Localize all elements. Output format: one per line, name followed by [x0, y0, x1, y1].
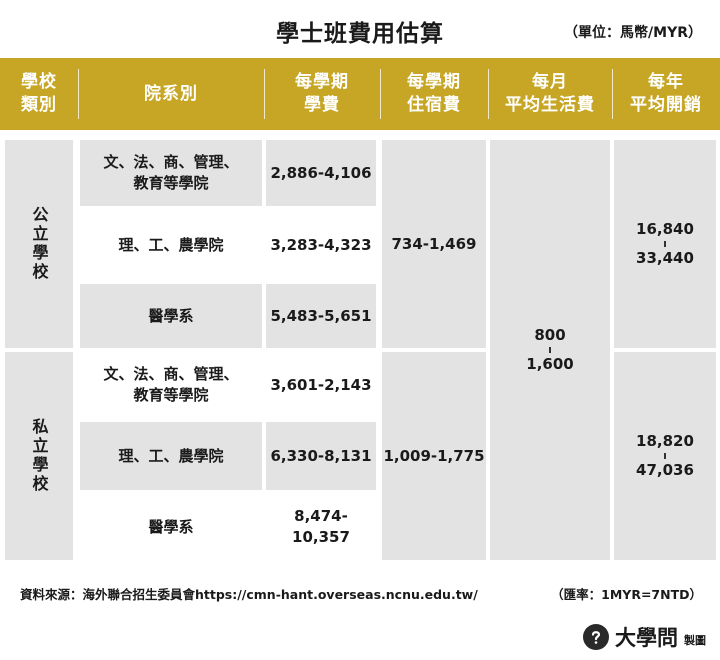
living-min: 800 [534, 326, 566, 344]
private-annual: 18,820 47,036 [614, 352, 716, 560]
brand-name: 大學問 [615, 626, 678, 650]
public-tuition-2: 3,283-4,323 [266, 210, 376, 280]
exchange-rate-note: （匯率：1MYR=7NTD） [551, 587, 702, 602]
public-dept-2: 理、工、農學院 [80, 210, 262, 280]
header-department: 院系別 [144, 83, 198, 104]
public-tuition-3: 5,483-5,651 [266, 284, 376, 348]
brand-suffix: 製圖 [684, 634, 706, 647]
public-school-label: 公立學校 [5, 140, 73, 348]
source-note: 資料來源：海外聯合招生委員會https://cmn-hant.overseas.… [20, 587, 478, 602]
header-living: 每月 平均生活費 [505, 72, 595, 115]
range-separator [549, 347, 551, 353]
private-dept-2: 理、工、農學院 [80, 422, 262, 490]
private-tuition-2: 6,330-8,131 [266, 422, 376, 490]
public-dept-3: 醫學系 [80, 284, 262, 348]
table-header: 學校 類別 院系別 每學期 學費 每學期 住宿費 每月 平均生活費 每年 平均開… [0, 58, 720, 130]
private-dept-3: 醫學系 [80, 494, 262, 560]
range-separator [664, 453, 666, 459]
public-annual-max: 33,440 [636, 249, 694, 267]
public-annual: 16,840 33,440 [614, 140, 716, 348]
brand-logo: 大學問 製圖 [583, 622, 706, 652]
living-max: 1,600 [526, 355, 574, 373]
public-annual-min: 16,840 [636, 220, 694, 238]
living-cost: 800 1,600 [490, 140, 610, 560]
private-housing: 1,009-1,775 [382, 352, 486, 560]
public-dept-1: 文、法、商、管理、 教育等學院 [80, 140, 262, 206]
range-separator [664, 241, 666, 247]
page-title: 學士班費用估算 [276, 21, 444, 47]
header-annual: 每年 平均開銷 [630, 72, 702, 115]
header-housing: 每學期 住宿費 [407, 72, 461, 115]
private-annual-min: 18,820 [636, 432, 694, 450]
public-housing: 734-1,469 [382, 140, 486, 348]
question-mark-icon [583, 624, 609, 650]
public-tuition-1: 2,886-4,106 [266, 140, 376, 206]
private-dept-1: 文、法、商、管理、 教育等學院 [80, 352, 262, 418]
unit-label: （單位：馬幣/MYR） [564, 25, 702, 41]
private-tuition-1: 3,601-2,143 [266, 352, 376, 418]
header-category: 學校 類別 [21, 72, 57, 115]
header-tuition: 每學期 學費 [295, 72, 349, 115]
private-annual-max: 47,036 [636, 461, 694, 479]
private-tuition-3: 8,474-10,357 [266, 494, 376, 560]
private-school-label: 私立學校 [5, 352, 73, 560]
